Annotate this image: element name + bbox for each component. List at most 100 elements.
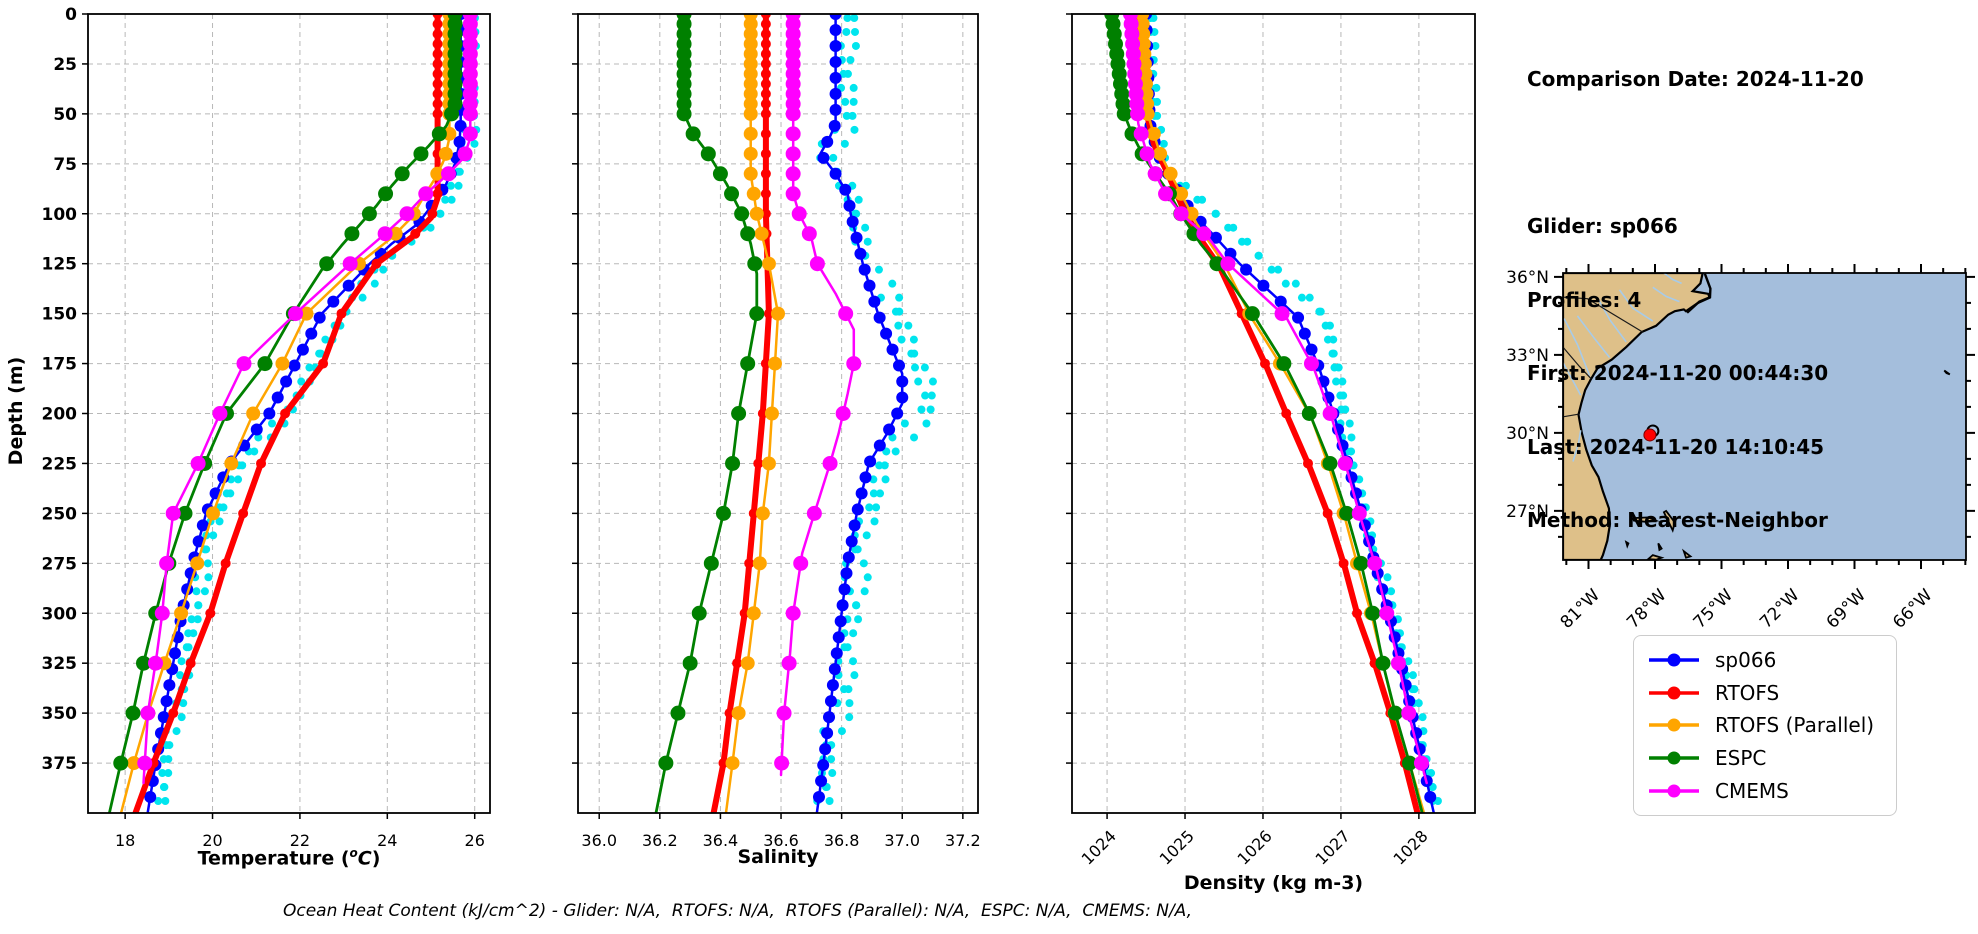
- svg-text:150: 150: [42, 305, 78, 325]
- series-cmems: [774, 14, 862, 777]
- svg-text:30°N: 30°N: [1506, 424, 1549, 444]
- svg-text:50: 50: [53, 105, 77, 125]
- glider-raw-scatter-density: [1144, 14, 1442, 806]
- data-region-salinity: [654, 14, 937, 813]
- map-island: [1681, 548, 1693, 559]
- data-region-temperature: [107, 14, 481, 813]
- info-panel: Comparison Date: 2024-11-20 Glider: sp06…: [1527, 18, 1864, 582]
- legend-item-rtofs-parallel: RTOFS (Parallel): [1646, 713, 1892, 737]
- depth-axis-label: Depth (m): [5, 356, 27, 466]
- map-island: [1657, 542, 1663, 552]
- map-state-border: [1563, 413, 1579, 418]
- svg-text:350: 350: [42, 704, 78, 724]
- ohc-annotation: Ocean Heat Content (kJ/cm^2) - Glider: N…: [282, 901, 1193, 921]
- svg-text:36.0: 36.0: [581, 831, 617, 850]
- series-sp066: [144, 14, 467, 813]
- salinity-axis-label: Salinity: [737, 846, 819, 868]
- svg-text:78°W: 78°W: [1623, 585, 1670, 632]
- series-espc: [654, 14, 765, 813]
- panel-density: 1024 1025 1026 1027 1028: [1066, 13, 1476, 869]
- svg-text:36°N: 36°N: [1506, 268, 1549, 288]
- legend-line-sample: [1649, 653, 1699, 667]
- svg-text:36.2: 36.2: [642, 831, 678, 850]
- map-river: [1572, 430, 1582, 462]
- glider-name-text: Glider: sp066: [1527, 214, 1678, 238]
- map-river: [1652, 286, 1680, 303]
- svg-text:36.8: 36.8: [824, 831, 860, 850]
- legend-item-sp066: sp066: [1646, 648, 1892, 672]
- temperature-unit: C: [357, 847, 372, 870]
- legend-item-espc: ESPC: [1646, 746, 1892, 770]
- svg-text:37.0: 37.0: [884, 831, 920, 850]
- map-river: [1563, 318, 1591, 376]
- map-river: [1618, 289, 1654, 322]
- data-region-density: [1104, 14, 1442, 813]
- svg-text:275: 275: [42, 554, 78, 574]
- svg-text:125: 125: [42, 255, 78, 275]
- legend-line-sample: [1649, 718, 1699, 732]
- svg-text:175: 175: [42, 355, 78, 375]
- svg-text:66°W: 66°W: [1889, 585, 1936, 632]
- info-spacer: [1527, 141, 1864, 166]
- panel-salinity: 36.0 36.2 36.4 36.6 36.8 37.0 37.2: [572, 13, 981, 850]
- svg-text:300: 300: [42, 604, 78, 624]
- svg-text:18: 18: [115, 831, 135, 850]
- comparison-date-text: Comparison Date: 2024-11-20: [1527, 67, 1864, 91]
- svg-text:36.4: 36.4: [703, 831, 739, 850]
- svg-text:375: 375: [42, 754, 78, 774]
- svg-text:33°N: 33°N: [1506, 346, 1549, 366]
- svg-text:75: 75: [53, 155, 77, 175]
- svg-text:36.6: 36.6: [763, 831, 799, 850]
- svg-text:20: 20: [202, 831, 222, 850]
- svg-text:1027: 1027: [1312, 826, 1354, 868]
- svg-text:37.2: 37.2: [945, 831, 981, 850]
- map-state-border: [1563, 296, 1643, 333]
- svg-text:69°W: 69°W: [1823, 585, 1870, 632]
- legend: sp066 RTOFS RTOFS (Parallel) ESPC CMEMS: [1633, 635, 1897, 816]
- temperature-axis-label: Temperature (oC): [88, 846, 490, 869]
- legend-label: ESPC: [1715, 746, 1767, 771]
- legend-label: RTOFS (Parallel): [1715, 713, 1875, 738]
- map-river: [1563, 362, 1582, 396]
- svg-text:1024: 1024: [1078, 826, 1120, 868]
- legend-label: sp066: [1715, 648, 1777, 673]
- series-sp066: [812, 14, 909, 813]
- map-river: [1663, 273, 1682, 285]
- svg-text:200: 200: [42, 405, 78, 425]
- series-cmems: [137, 14, 478, 785]
- svg-text:75°W: 75°W: [1690, 585, 1737, 632]
- density-axis-label: Density (kg m-3): [1183, 872, 1364, 894]
- legend-label: RTOFS: [1715, 680, 1780, 705]
- glider-raw-scatter-temperature: [154, 14, 481, 806]
- series-rtofs: [1133, 14, 1421, 813]
- map-river: [1576, 315, 1611, 358]
- last-profile-time-text: Last: 2024-11-20 14:10:45: [1527, 434, 1825, 459]
- svg-text:1025: 1025: [1156, 826, 1198, 868]
- legend-label: CMEMS: [1715, 778, 1789, 803]
- svg-text:26: 26: [465, 831, 485, 850]
- legend-line-sample: [1649, 751, 1699, 765]
- method-text: Method: Nearest-Neighbor: [1527, 508, 1828, 532]
- series-espc: [107, 14, 463, 813]
- temperature-close-paren: ): [371, 847, 381, 870]
- series-cmems: [1122, 14, 1429, 785]
- svg-text:250: 250: [42, 504, 78, 524]
- glider-position-marker: [1643, 424, 1660, 442]
- series-rtofs-parallel-: [1135, 14, 1426, 813]
- legend-line-sample: [1649, 784, 1699, 798]
- profiles-count-text: Profiles: 4: [1527, 287, 1642, 312]
- svg-text:1028: 1028: [1389, 826, 1431, 868]
- legend-line-sample: [1649, 686, 1699, 700]
- series-rtofs-parallel-: [724, 14, 785, 813]
- temperature-axis-label-text: Temperature (: [197, 847, 350, 870]
- svg-text:27°N: 27°N: [1506, 502, 1549, 522]
- legend-item-cmems: CMEMS: [1646, 779, 1892, 803]
- svg-text:225: 225: [42, 454, 78, 474]
- map-outer-banks: [1686, 273, 1712, 314]
- svg-text:24: 24: [377, 831, 397, 850]
- series-rtofs: [132, 14, 443, 813]
- svg-text:100: 100: [42, 205, 78, 225]
- map-island: [1631, 516, 1660, 523]
